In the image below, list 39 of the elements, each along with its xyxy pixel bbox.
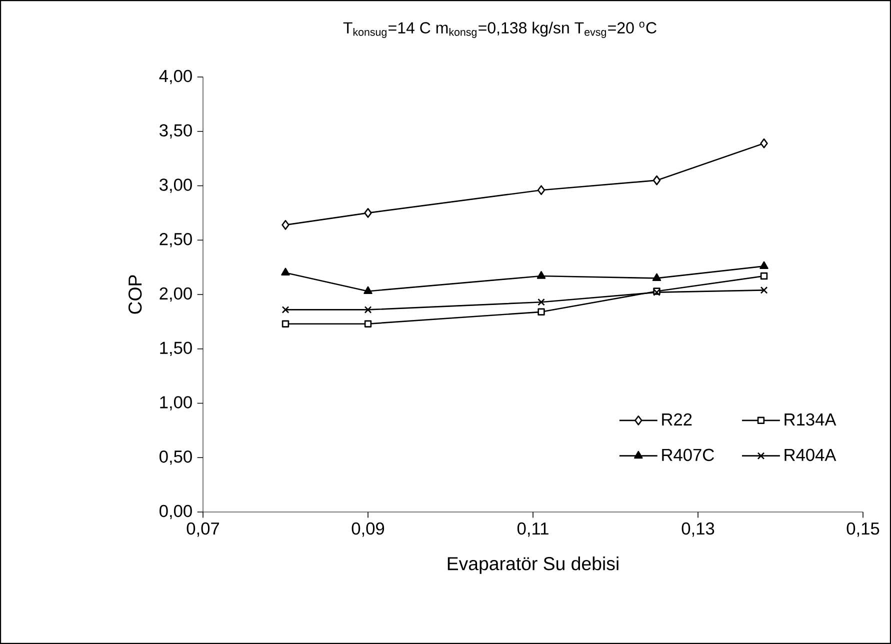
y-tick-label: 2,50 (160, 232, 192, 248)
y-tick-label: 1,00 (160, 396, 192, 410)
x-tick-label: 0,07 (186, 522, 219, 537)
point (760, 138, 768, 148)
x-tick-label: 0,09 (352, 522, 384, 537)
point (537, 185, 546, 196)
y-tick-label: 1,50 (160, 342, 192, 356)
x-tick-label: 0,13 (682, 522, 714, 537)
legend-label: R407C (662, 448, 714, 462)
legend-label: R22 (662, 413, 692, 426)
point (652, 273, 662, 281)
x-tick-label: 0,15 (846, 522, 880, 537)
y-tick-label: 0,50 (160, 450, 192, 465)
point (364, 286, 372, 294)
chart-title: T$_{konsug}$=14 C m$_{konsg}$=0,138 kg/sn T$_{evsg}$=20 $^{o}$C (343, 22, 656, 38)
point (282, 306, 290, 314)
y-axis-title: COP (128, 275, 142, 314)
legend-label: R134A (784, 413, 836, 426)
legend-label: R404A (784, 448, 836, 462)
y-tick-label: 4,00 (159, 70, 192, 84)
y-tick-label: 0,00 (160, 504, 192, 520)
x-tick-label: 0,11 (517, 522, 548, 537)
point (536, 271, 546, 279)
y-tick-label: 3,00 (160, 178, 192, 193)
point (760, 286, 768, 294)
point (364, 320, 372, 328)
point (364, 208, 372, 218)
point (760, 272, 768, 280)
point (282, 320, 290, 328)
point (652, 175, 661, 186)
point (538, 298, 545, 306)
point (281, 268, 290, 276)
y-tick-label: 2,00 (160, 287, 192, 302)
point (282, 220, 290, 230)
point (538, 308, 545, 316)
point (364, 306, 372, 314)
y-tick-label: 3,50 (160, 124, 192, 139)
point (760, 261, 768, 270)
x-axis-title: Evaparatör Su debisi (448, 556, 618, 574)
